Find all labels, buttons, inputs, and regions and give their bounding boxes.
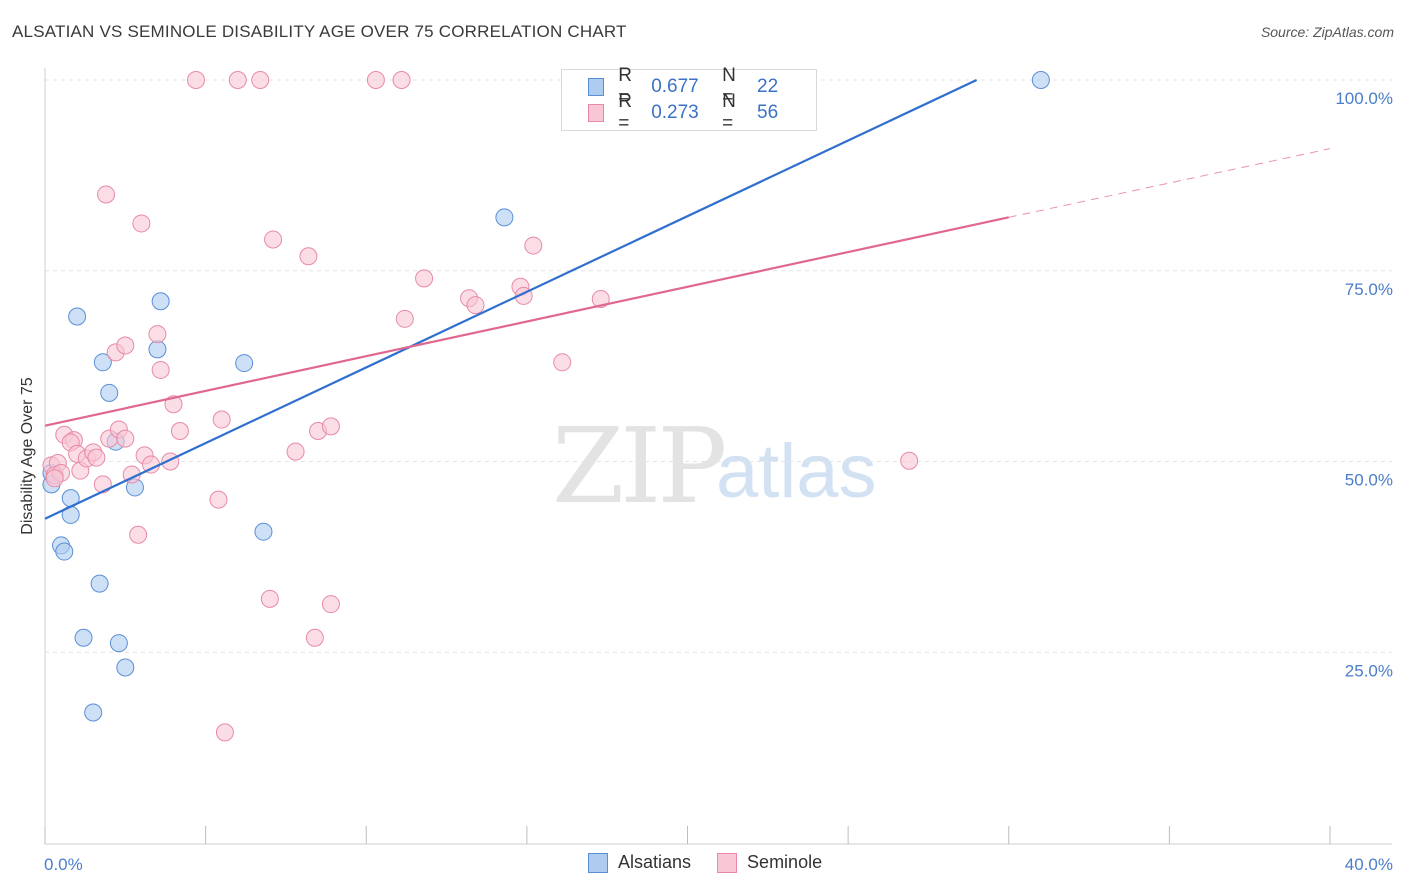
x-tick-label: 40.0% — [1345, 855, 1393, 874]
seminole-point — [900, 451, 919, 470]
seminole-point — [151, 360, 170, 379]
alsatians-point — [93, 353, 112, 372]
alsatians-point — [1031, 71, 1050, 89]
y-tick-label: 50.0% — [1345, 471, 1393, 490]
alsatians-point — [148, 340, 167, 359]
seminole-point — [286, 442, 305, 461]
seminole-point — [415, 269, 434, 288]
alsatians-point — [68, 307, 87, 326]
y-tick-label: 75.0% — [1345, 280, 1393, 299]
seminole-point — [321, 417, 340, 436]
seminole-point — [321, 595, 340, 614]
correlation-legend: R = 0.677 N = 22 R = 0.273 N = 56 — [561, 65, 817, 134]
legend-r-value: 0.677 — [651, 76, 699, 97]
seminole-trend-extension — [1008, 148, 1331, 218]
seminole-point — [116, 429, 135, 448]
seminole-point — [260, 589, 279, 608]
seminole-point — [299, 247, 318, 266]
legend-item-alsatians[interactable]: Alsatians — [588, 852, 691, 873]
alsatians-point — [235, 354, 254, 373]
seminole-point — [466, 296, 485, 315]
seminole-point — [97, 185, 116, 204]
alsatians-point — [109, 634, 128, 653]
seminole-point — [132, 214, 151, 233]
seminole-point — [591, 289, 610, 308]
y-tick-label: 100.0% — [1335, 89, 1393, 108]
seminole-point — [186, 71, 205, 89]
seminole-point — [148, 325, 167, 344]
alsatians-point — [84, 703, 103, 722]
source-label: Source: ZipAtlas.com — [1260, 24, 1394, 40]
legend-r-label: R = — [618, 91, 633, 134]
seminole-point — [129, 525, 148, 544]
legend-n-label: N = — [722, 91, 736, 134]
legend-r-label: R = — [618, 65, 633, 108]
legend-swatch-alsatians — [588, 78, 605, 96]
legend-n-value: 22 — [757, 76, 779, 97]
seminole-point — [45, 469, 64, 488]
legend-r-value: 0.273 — [651, 102, 699, 123]
legend-n-value: 56 — [757, 102, 779, 123]
seminole-point — [228, 71, 247, 89]
seminole-point — [212, 410, 231, 429]
legend-label-seminole: Seminole — [747, 852, 823, 872]
alsatians-point — [116, 658, 135, 677]
seminole-point — [251, 71, 270, 89]
watermark-atlas: atlas — [716, 429, 877, 514]
alsatians-point — [151, 292, 170, 311]
legend-row-alsatians: R = 0.677 N = 22 — [588, 65, 816, 108]
seminole-point — [553, 353, 572, 372]
seminole-point — [116, 336, 135, 355]
seminole-point — [305, 628, 324, 647]
alsatians-trend-line — [44, 79, 978, 520]
seminole-point — [215, 723, 234, 742]
alsatians-point — [74, 628, 93, 647]
alsatians-point — [100, 383, 119, 402]
legend-swatch-alsatians — [588, 852, 608, 873]
seminole-point — [209, 490, 228, 509]
chart-title: ALSATIAN VS SEMINOLE DISABILITY AGE OVER… — [12, 22, 627, 41]
seminole-point — [264, 230, 283, 249]
seminole-point — [392, 71, 411, 89]
alsatians-point — [55, 542, 74, 561]
seminole-point — [366, 71, 385, 89]
legend-item-seminole[interactable]: Seminole — [717, 852, 822, 873]
alsatians-point — [254, 522, 273, 541]
alsatians-point — [495, 208, 514, 227]
seminole-point — [170, 421, 189, 440]
legend-label-alsatians: Alsatians — [618, 852, 692, 872]
seminole-trend-line — [44, 216, 1009, 427]
seminole-point — [87, 448, 106, 467]
watermark-zip: ZIP — [552, 405, 727, 527]
x-tick-label: 0.0% — [44, 855, 83, 874]
seminole-point — [164, 395, 183, 414]
legend-n-label: N = — [722, 65, 736, 108]
alsatians-point — [90, 574, 109, 593]
legend-swatch-seminole — [588, 104, 605, 122]
legend-row-seminole: R = 0.273 N = 56 — [588, 91, 816, 134]
series-legend: Alsatians Seminole — [588, 852, 848, 873]
seminole-point — [524, 236, 543, 255]
legend-swatch-seminole — [717, 852, 738, 873]
y-tick-label: 25.0% — [1345, 661, 1393, 680]
seminole-point — [395, 309, 414, 328]
